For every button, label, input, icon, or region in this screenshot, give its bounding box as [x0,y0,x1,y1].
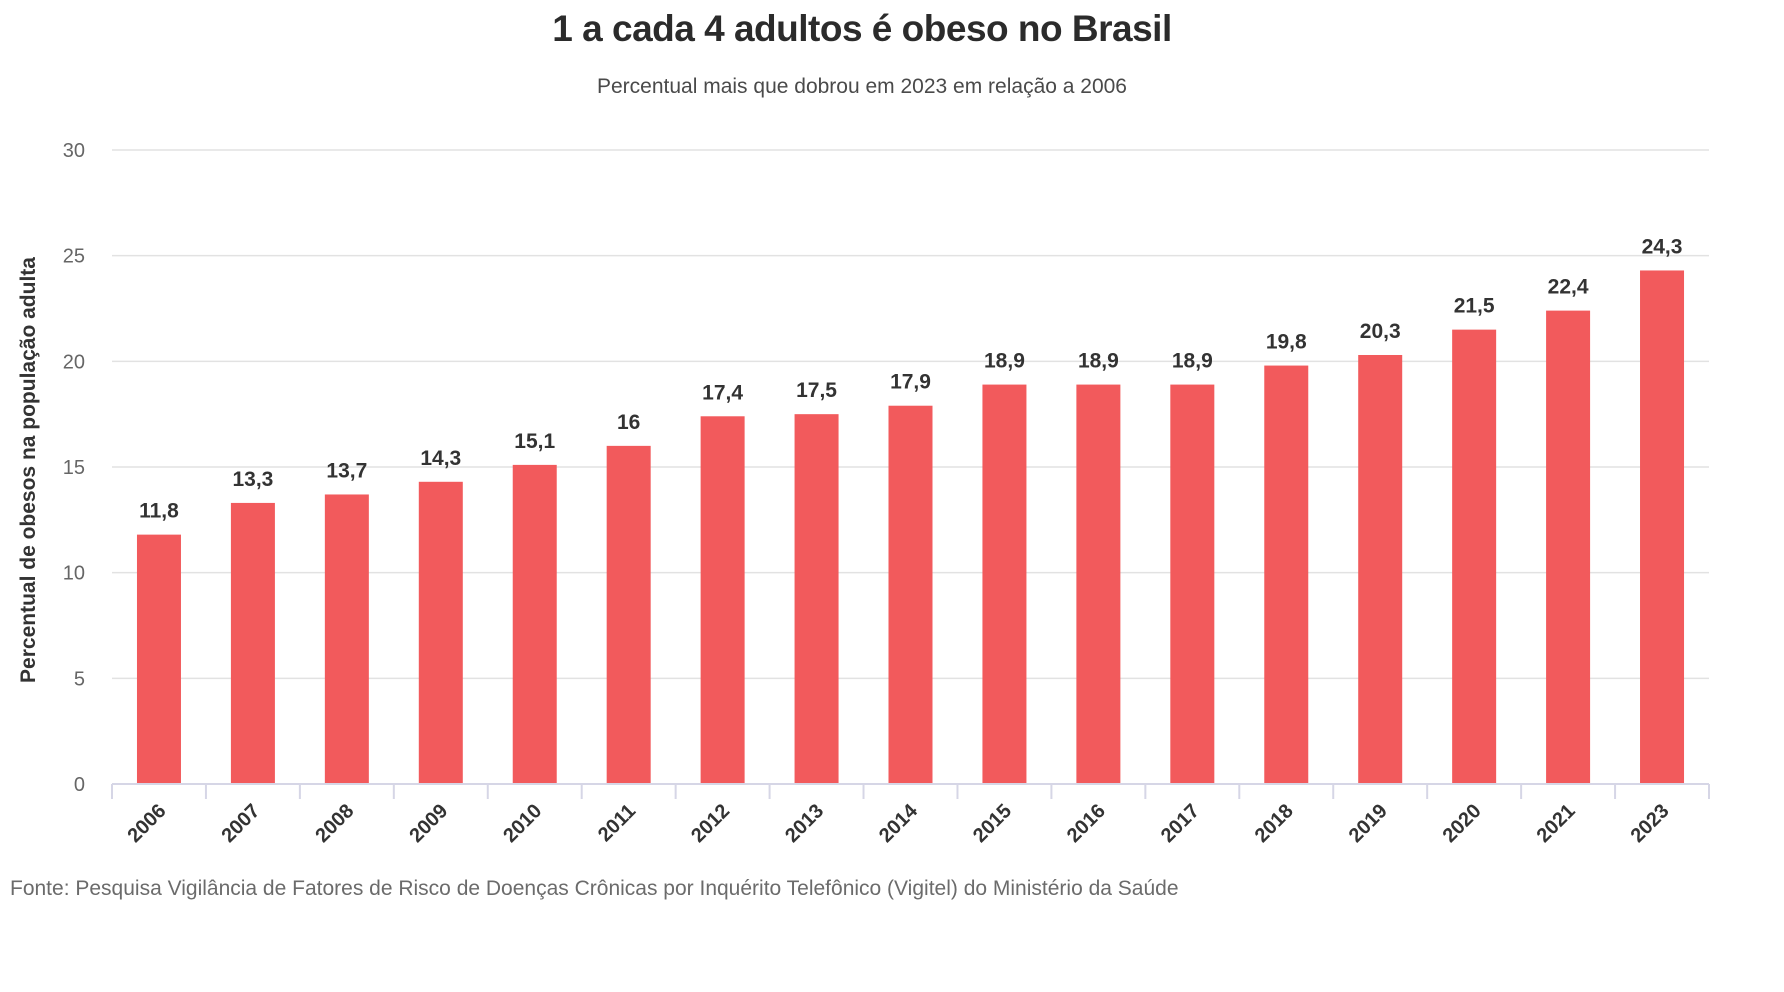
bar [1076,384,1121,784]
bar [1264,365,1309,784]
x-tick-label: 2012 [687,800,734,847]
bar [418,481,463,784]
bar [1358,354,1403,784]
bar [794,414,839,784]
x-tick-label: 2014 [875,799,923,847]
bar [230,502,275,784]
source-note: Fonte: Pesquisa Vigilância de Fatores de… [10,877,1179,900]
x-tick-label: 2008 [311,800,358,847]
x-axis: 2006 2007 2008 2009 2010 2011 2012 2013 2014 2015… [111,783,1710,847]
data-label: 19,8 [1266,331,1307,354]
y-tick-label: 25 [63,246,85,268]
data-label: 24,3 [1642,235,1683,258]
bar [606,445,651,784]
data-label: 13,7 [326,459,367,482]
y-tick-label: 0 [74,774,85,796]
data-label: 17,9 [890,371,931,394]
x-tick-label: 2007 [217,800,264,847]
data-label: 13,3 [232,468,273,491]
bar [512,464,557,784]
x-tick-label: 2016 [1063,800,1110,847]
data-label: 18,9 [984,350,1025,373]
y-tick-label: 5 [74,668,85,690]
bar [1170,384,1215,784]
data-label: 20,3 [1360,320,1401,343]
data-label: 11,8 [139,500,179,523]
chart-title: 1 a cada 4 adultos é obeso no Brasil [552,8,1172,49]
data-label: 18,9 [1078,350,1119,373]
x-tick-label: 2009 [405,800,452,847]
y-tick-label: 15 [63,457,85,479]
bar [700,416,745,784]
data-label: 17,5 [796,379,837,402]
y-tick-label: 30 [63,140,85,162]
bar [1452,329,1497,784]
x-tick-label: 2019 [1345,800,1392,847]
bar [982,384,1027,784]
x-tick-label: 2011 [594,800,640,846]
x-tick-label: 2010 [499,800,546,847]
bar [136,534,181,784]
y-tick-label: 20 [63,351,85,373]
bar [1640,270,1685,785]
bar [888,405,933,784]
chart-subtitle: Percentual mais que dobrou em 2023 em re… [596,75,1127,98]
data-label: 17,4 [702,381,743,404]
x-tick-label: 2021 [1533,800,1580,847]
x-tick-label: 2018 [1251,800,1298,847]
y-tick-label: 10 [63,563,85,585]
x-tick-label: 2013 [781,800,828,847]
data-label: 22,4 [1548,276,1589,299]
data-label: 18,9 [1172,350,1213,373]
data-labels: 11,8 13,3 13,7 14,3 15,1 16 17,4 17,5 17,9 18,9 18… [139,235,1682,522]
x-tick-label: 2023 [1627,800,1674,847]
y-axis-title: Percentual de obesos na população adulta [17,257,40,683]
x-tick-label: 2006 [123,800,170,847]
data-label: 16 [617,411,640,434]
data-label: 14,3 [420,447,461,470]
x-tick-label: 2020 [1439,800,1486,847]
x-tick-label: 2015 [969,800,1016,847]
bars [136,270,1685,785]
y-axis-ticks: 0 5 10 15 20 25 30 [63,140,85,796]
x-tick-label: 2017 [1157,800,1204,847]
data-label: 15,1 [514,430,555,453]
bar [1546,310,1591,784]
data-label: 21,5 [1454,295,1495,318]
bar [324,494,369,784]
